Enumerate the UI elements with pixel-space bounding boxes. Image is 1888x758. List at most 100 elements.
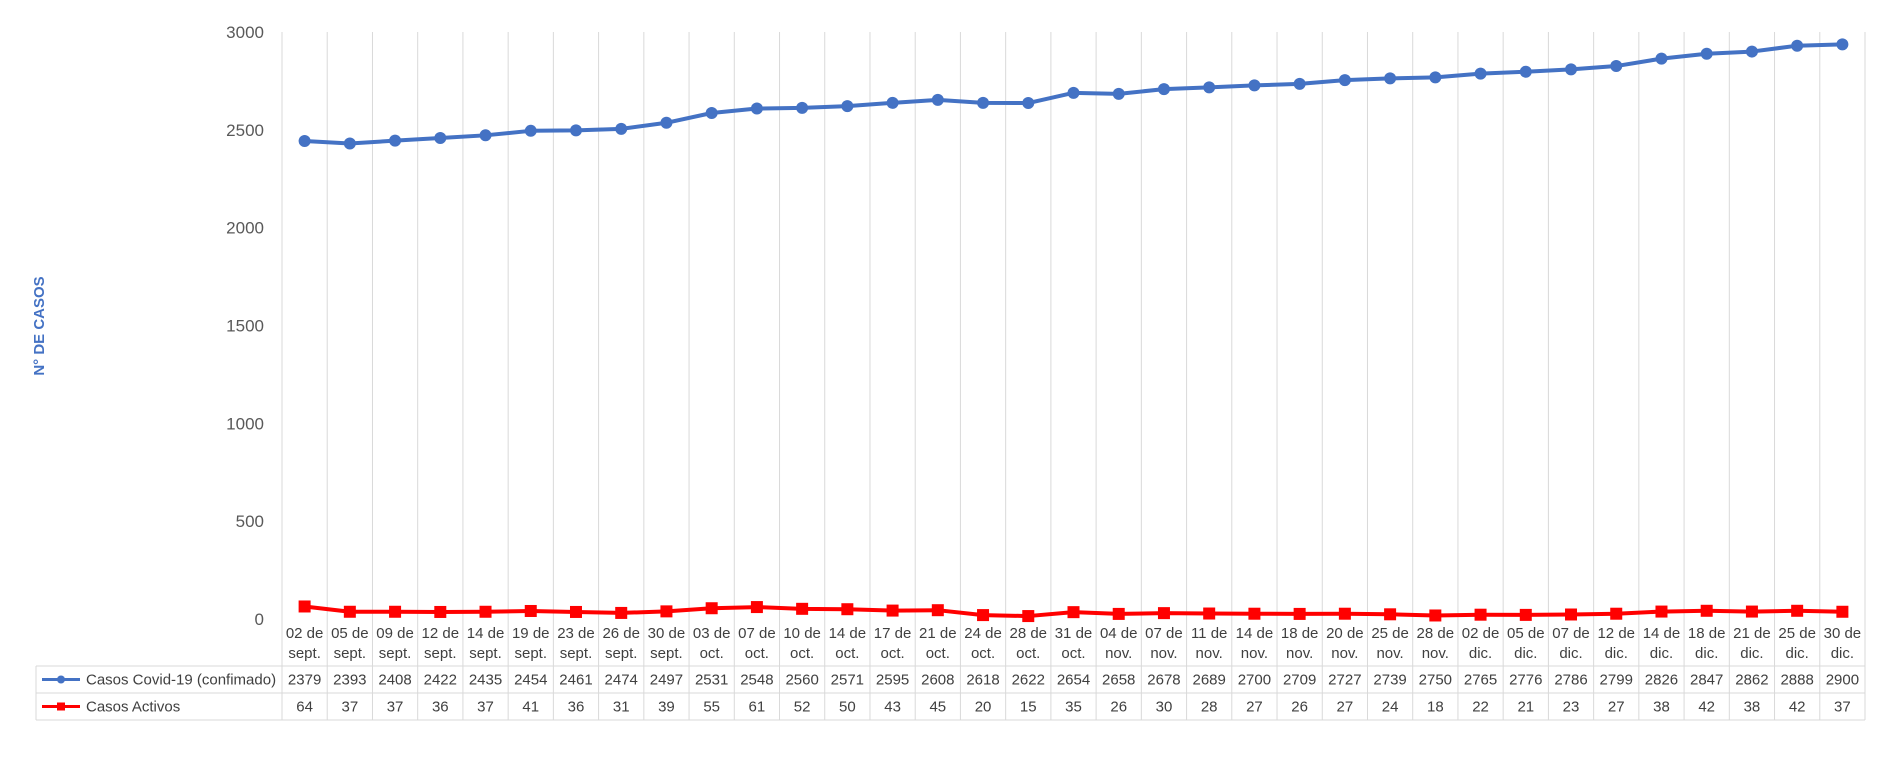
data-point — [931, 93, 944, 106]
table-cell: 41 — [522, 699, 539, 716]
data-point — [1519, 65, 1532, 78]
table-cell: 2608 — [921, 672, 954, 689]
table-cell: 2700 — [1238, 672, 1271, 689]
data-point — [434, 605, 447, 618]
data-point — [434, 132, 447, 145]
x-tick-label: nov. — [1422, 645, 1449, 662]
x-tick-label: dic. — [1605, 645, 1628, 662]
table-cell: 26 — [1291, 699, 1308, 716]
x-tick-label: 03 de — [693, 625, 731, 642]
data-point — [1157, 83, 1170, 96]
table-cell: 2435 — [469, 672, 502, 689]
table-cell: 2422 — [424, 672, 457, 689]
table-cell: 2658 — [1102, 672, 1135, 689]
x-tick-label: 21 de — [1733, 625, 1771, 642]
table-cell: 38 — [1653, 699, 1670, 716]
y-tick-label: 500 — [236, 512, 264, 531]
x-tick-label: 14 de — [1236, 625, 1274, 642]
x-tick-label: sept. — [469, 645, 502, 662]
table-cell: 27 — [1246, 699, 1263, 716]
legend-key-marker — [57, 675, 65, 684]
x-tick-label: nov. — [1150, 645, 1177, 662]
table-cell: 28 — [1201, 699, 1218, 716]
x-tick-label: sept. — [650, 645, 683, 662]
data-point — [343, 605, 356, 618]
data-point — [1248, 607, 1261, 620]
x-tick-label: oct. — [790, 645, 814, 662]
data-point — [1338, 74, 1351, 87]
table-cell: 2497 — [650, 672, 683, 689]
data-point — [1474, 67, 1487, 80]
legend-key-marker — [57, 702, 65, 711]
table-cell: 2776 — [1509, 672, 1542, 689]
data-point — [1112, 607, 1125, 620]
x-tick-label: 30 de — [648, 625, 686, 642]
data-point — [1745, 605, 1758, 618]
x-tick-label: 25 de — [1778, 625, 1816, 642]
data-point — [1293, 607, 1306, 620]
data-point — [660, 605, 673, 618]
table-cell: 2900 — [1826, 672, 1859, 689]
x-tick-label: sept. — [334, 645, 367, 662]
data-point — [569, 124, 582, 137]
x-tick-label: sept. — [560, 645, 593, 662]
data-point — [389, 134, 402, 147]
y-tick-label: 1500 — [226, 317, 264, 336]
x-tick-label: 14 de — [1643, 625, 1681, 642]
data-point — [479, 129, 492, 142]
x-tick-label: 23 de — [557, 625, 595, 642]
x-tick-label: 31 de — [1055, 625, 1093, 642]
data-point — [343, 137, 356, 150]
table-cell: 2454 — [514, 672, 547, 689]
data-point — [1791, 604, 1804, 617]
table-cell: 2799 — [1600, 672, 1633, 689]
x-tick-label: 12 de — [1597, 625, 1635, 642]
x-tick-label: 17 de — [874, 625, 912, 642]
data-point — [1157, 607, 1170, 620]
data-point — [1565, 63, 1578, 76]
x-tick-label: oct. — [745, 645, 769, 662]
table-cell: 24 — [1382, 699, 1399, 716]
x-tick-label: 30 de — [1824, 625, 1862, 642]
table-cell: 23 — [1563, 699, 1580, 716]
data-point — [1655, 52, 1668, 65]
data-point — [1293, 77, 1306, 90]
table-cell: 39 — [658, 699, 675, 716]
data-point — [298, 600, 311, 613]
x-tick-label: 02 de — [1462, 625, 1500, 642]
table-cell: 2618 — [966, 672, 999, 689]
data-point — [1338, 607, 1351, 620]
table-cell: 26 — [1110, 699, 1127, 716]
table-cell: 2461 — [559, 672, 592, 689]
table-cell: 2826 — [1645, 672, 1678, 689]
x-tick-label: dic. — [1650, 645, 1673, 662]
table-cell: 36 — [568, 699, 585, 716]
x-tick-label: oct. — [700, 645, 724, 662]
x-tick-label: 02 de — [286, 625, 324, 642]
x-tick-label: dic. — [1514, 645, 1537, 662]
table-cell: 31 — [613, 699, 630, 716]
y-tick-label: 1000 — [226, 414, 264, 433]
table-cell: 2888 — [1780, 672, 1813, 689]
x-tick-label: 07 de — [1552, 625, 1590, 642]
data-point — [569, 605, 582, 618]
data-point — [1519, 608, 1532, 621]
data-point — [1203, 607, 1216, 620]
y-tick-label: 2000 — [226, 219, 264, 238]
x-tick-label: 24 de — [964, 625, 1002, 642]
x-tick-label: dic. — [1740, 645, 1763, 662]
data-point — [1248, 79, 1261, 92]
y-axis-ticks: 0 500 1000 1500 2000 2500 3000 — [226, 23, 264, 629]
x-tick-label: 19 de — [512, 625, 550, 642]
x-tick-label: 05 de — [331, 625, 369, 642]
table-cell: 2862 — [1735, 672, 1768, 689]
data-point — [1700, 47, 1713, 60]
series-lines — [298, 38, 1849, 623]
data-point — [389, 605, 402, 618]
data-point — [524, 604, 537, 617]
table-cell: 2709 — [1283, 672, 1316, 689]
data-point — [841, 603, 854, 616]
x-tick-label: oct. — [971, 645, 995, 662]
data-point — [660, 116, 673, 129]
x-tick-label: 25 de — [1371, 625, 1409, 642]
